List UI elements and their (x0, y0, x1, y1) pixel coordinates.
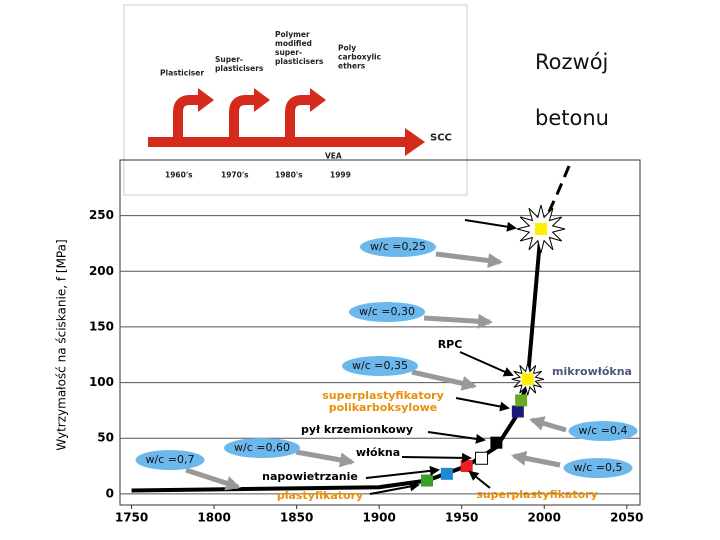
x-tick-label: 1750 (115, 511, 148, 525)
x-tick-label: 2000 (528, 511, 561, 525)
arrows (185, 219, 567, 495)
x-tick-label: 1900 (362, 511, 395, 525)
inset-label: Polymer modified super-plasticisers (275, 30, 324, 66)
inset-label: SCC (430, 132, 452, 144)
marker (460, 460, 473, 473)
wc-bubble: w/c =0,25 (360, 237, 436, 257)
annotation: superplastyfikatory polikarboksylowe (322, 389, 444, 414)
marker (421, 474, 434, 487)
wc-bubble: w/c =0,60 (224, 438, 300, 458)
data-line (539, 161, 573, 230)
x-tick-label: 2050 (610, 511, 643, 525)
annotation: RPC (437, 338, 463, 351)
y-tick-label: 250 (89, 208, 114, 222)
wc-bubble: w/c =0,35 (342, 356, 418, 376)
marker (490, 436, 503, 449)
marker (511, 405, 524, 418)
inset-label: Plasticiser (160, 68, 205, 78)
inset-label: 1970's (221, 170, 249, 180)
annotation: napowietrzanie (262, 470, 358, 483)
marker (521, 373, 534, 386)
y-tick-label: 150 (89, 319, 114, 333)
plot-frame (119, 159, 641, 506)
y-tick-label: 0 (106, 486, 114, 500)
x-tick-label: 1850 (280, 511, 313, 525)
wc-bubble: w/c =0,5 (563, 458, 633, 478)
inset-label: 1960's (165, 170, 193, 180)
x-tick-label: 1800 (197, 511, 230, 525)
marker (534, 223, 547, 235)
title: Rozwój betonu (535, 50, 609, 130)
y-tick-label: 200 (89, 264, 114, 278)
inset-label: 1980's (275, 170, 303, 180)
marker (475, 451, 489, 465)
marker (440, 467, 453, 480)
marker (515, 394, 528, 407)
y-tick-label: 100 (89, 375, 114, 389)
y-axis-label: Wytrzymałość na ściskanie, f [MPa] (55, 239, 69, 450)
annotation: superplastyfikatory (476, 488, 598, 501)
wc-bubble: w/c =0,30 (349, 302, 425, 322)
inset-label: 1999 (330, 170, 351, 180)
annotation: mikrowłókna (552, 365, 632, 378)
annotation: plastyfikatory (276, 489, 364, 502)
annotation: pył krzemionkowy (300, 423, 414, 436)
x-tick-label: 1950 (445, 511, 478, 525)
inset-label: Super-plasticisers (215, 55, 264, 73)
wc-bubble: w/c =0,4 (568, 421, 638, 441)
inset-arrows (148, 95, 408, 147)
annotation: włókna (355, 446, 401, 459)
y-tick-label: 50 (97, 431, 114, 445)
inset-arrowheads (198, 88, 425, 156)
wc-bubble: w/c =0,7 (135, 450, 205, 470)
inset-label: VEA (325, 151, 342, 161)
inset-label: Poly carboxylic ethers (338, 43, 382, 71)
